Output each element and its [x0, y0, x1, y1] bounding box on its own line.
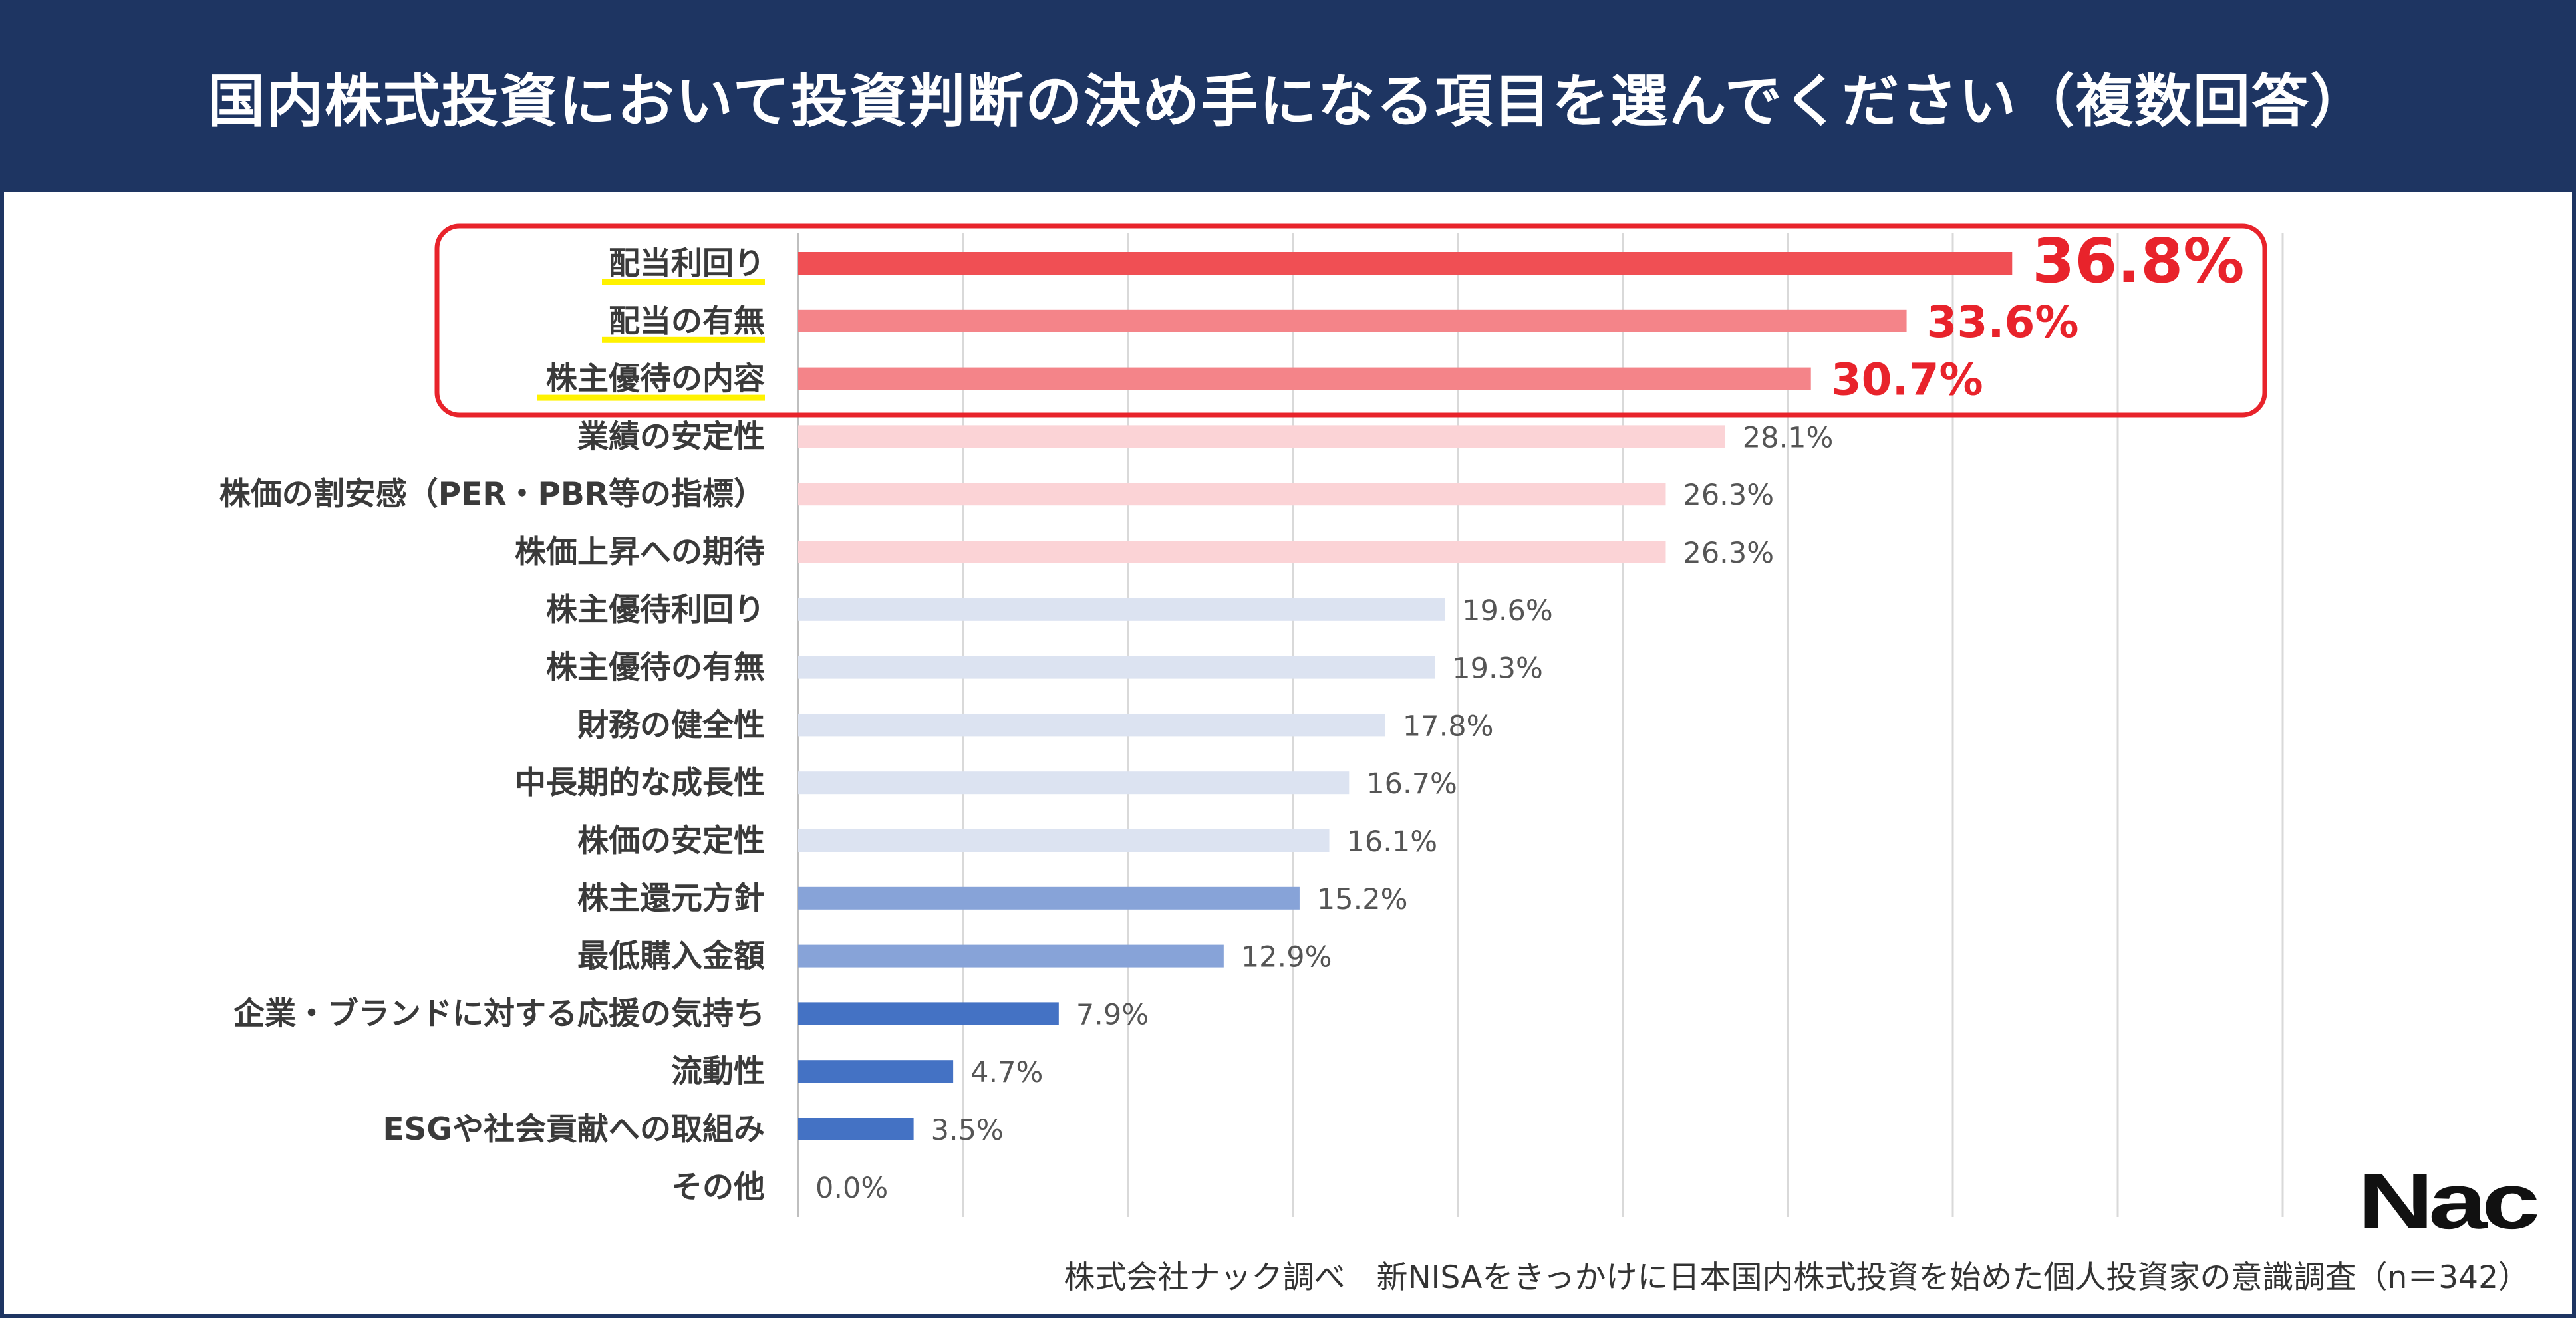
- bar: [798, 656, 1435, 679]
- value-label: 3.5%: [931, 1114, 1004, 1147]
- logo-text: Nac: [2358, 1167, 2537, 1234]
- category-label: 株主優待利回り: [546, 592, 765, 628]
- bar: [798, 367, 1811, 390]
- category-label: 株主還元方針: [577, 880, 765, 917]
- category-label: 配当利回り: [609, 245, 765, 282]
- value-label: 16.7%: [1366, 767, 1457, 801]
- category-label: その他: [671, 1169, 765, 1206]
- category-label: 株価の安定性: [577, 823, 765, 859]
- value-label: 17.8%: [1403, 710, 1494, 743]
- value-label: 19.6%: [1462, 594, 1553, 628]
- bar: [798, 886, 1300, 910]
- category-label: 流動性: [671, 1053, 765, 1090]
- source-note: 株式会社ナック調べ 新NISAをきっかけに日本国内株式投資を始めた個人投資家の意…: [1064, 1259, 2530, 1296]
- value-label: 30.7%: [1831, 354, 1983, 406]
- value-label: 4.7%: [970, 1056, 1043, 1089]
- title-banner: 国内株式投資において投資判断の決め手になる項目を選んでください（複数回答）: [0, 0, 2576, 192]
- category-label: 財務の健全性: [577, 707, 765, 743]
- nac-logo: Nac: [2358, 1167, 2537, 1234]
- label-underline: [602, 279, 765, 285]
- category-label: 最低購入金額: [577, 938, 765, 975]
- value-label: 26.3%: [1683, 479, 1774, 512]
- value-label: 16.1%: [1347, 825, 1438, 858]
- highlight-box: [434, 223, 2267, 418]
- bar: [798, 1060, 954, 1083]
- bar: [798, 1002, 1059, 1025]
- category-label: 株価上昇への期待: [515, 534, 765, 571]
- bar: [798, 944, 1224, 968]
- bar: [798, 252, 2013, 275]
- value-label: 28.1%: [1743, 421, 1834, 454]
- category-label: 株主優待の内容: [546, 361, 765, 398]
- value-label: 33.6%: [1927, 297, 2079, 348]
- bar: [798, 425, 1725, 448]
- value-label: 15.2%: [1317, 883, 1408, 916]
- label-underline: [602, 336, 765, 343]
- value-label: 7.9%: [1076, 998, 1149, 1031]
- category-label: 業績の安定性: [577, 418, 765, 455]
- category-label: 株価の割安感（PER・PBR等の指標）: [219, 476, 765, 513]
- category-label: 株主優待の有無: [546, 650, 765, 686]
- category-label: 中長期的な成長性: [515, 765, 765, 801]
- page-title: 国内株式投資において投資判断の決め手になる項目を選んでください（複数回答）: [207, 68, 2369, 135]
- category-label: ESGや社会貢献への取組み: [382, 1111, 765, 1148]
- bar: [798, 829, 1330, 852]
- value-label: 36.8%: [2032, 225, 2244, 297]
- bar: [798, 714, 1385, 737]
- category-label: 配当の有無: [609, 303, 765, 340]
- category-label: 企業・ブランドに対する応援の気持ち: [233, 995, 765, 1032]
- bar: [798, 1118, 914, 1140]
- bar: [798, 771, 1350, 795]
- bar: [798, 309, 1907, 332]
- value-label: 12.9%: [1241, 941, 1332, 974]
- bar: [798, 598, 1445, 621]
- value-label: 26.3%: [1683, 537, 1774, 570]
- value-label: 0.0%: [815, 1172, 888, 1205]
- bar: [798, 483, 1666, 506]
- value-label: 19.3%: [1452, 652, 1543, 686]
- bar-chart: 配当利回り 36.8% 配当の有無 33.6% 株主優待の内容 30.7% 業績の安定性 28…: [219, 223, 2284, 1217]
- label-underline: [537, 394, 765, 401]
- bar: [798, 541, 1666, 563]
